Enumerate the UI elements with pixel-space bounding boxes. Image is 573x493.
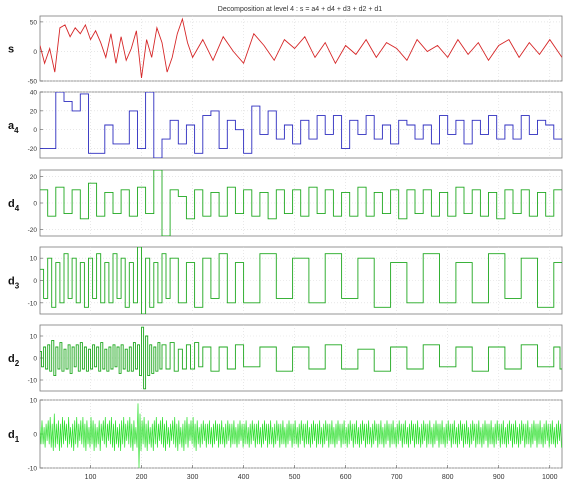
series-line-d4: [40, 170, 562, 236]
panel-a4: -20 0 20 40 a4: [8, 90, 563, 159]
x-tick-label: 500: [289, 474, 301, 481]
x-tick-label: 300: [187, 474, 199, 481]
y-tick-label: 20: [30, 108, 38, 115]
panel-label-a4: a4: [8, 120, 19, 135]
panel-d3: -10 0 10 d3: [8, 246, 563, 315]
panel-label-d4: d4: [8, 198, 20, 213]
panel-label-d2: d2: [8, 353, 20, 368]
panel-s: -50 0 50 s: [8, 15, 563, 86]
series-line-d1: [40, 403, 562, 468]
panel-d1: -10 0 10 d1: [8, 398, 563, 473]
shared-x-axis: 100 200 300 400 500 600 700 800 900 1000: [85, 465, 558, 481]
panel-label-s: s: [8, 44, 14, 56]
x-tick-label: 1000: [542, 474, 558, 481]
x-tick-label: 400: [238, 474, 250, 481]
y-tick-label: 0: [33, 127, 37, 134]
y-tick-label: 10: [30, 398, 38, 405]
x-tick-label: 800: [442, 474, 454, 481]
y-tick-label: -10: [28, 466, 38, 473]
panel-label-d1: d1: [8, 429, 20, 444]
y-tick-label: -50: [28, 79, 38, 86]
x-tick-label: 600: [340, 474, 352, 481]
series-line-a4: [40, 92, 562, 158]
series-line-s: [40, 17, 562, 79]
x-tick-label: 200: [136, 474, 148, 481]
y-tick-label: -10: [28, 378, 38, 385]
y-tick-label: 10: [30, 334, 38, 341]
subplot-panels: -50 0 50 s -20 0 20 40 a4 -20 0 20 d4 -10 0 10 d3 -10 0 10 d…: [8, 15, 563, 473]
y-tick-label: 0: [33, 278, 37, 285]
y-tick-label: 10: [30, 256, 38, 263]
y-tick-label: 20: [30, 174, 38, 181]
y-tick-label: 0: [33, 49, 37, 56]
y-tick-label: -20: [28, 227, 38, 234]
panel-d2: -10 0 10 d2: [8, 324, 563, 392]
x-tick-label: 900: [493, 474, 505, 481]
y-tick-label: -10: [28, 300, 38, 307]
y-tick-label: 50: [30, 19, 38, 26]
series-line-d2: [40, 326, 562, 390]
y-tick-label: 0: [33, 201, 37, 208]
axes-box: [39, 15, 563, 82]
series-line-d3: [40, 247, 562, 314]
panel-d4: -20 0 20 d4: [8, 169, 563, 237]
panel-label-d3: d3: [8, 276, 20, 291]
y-tick-label: 0: [33, 356, 37, 363]
y-tick-label: 0: [33, 432, 37, 439]
y-tick-label: -20: [28, 146, 38, 153]
y-tick-label: 40: [30, 90, 38, 97]
x-tick-label: 100: [85, 474, 97, 481]
figure-title: Decomposition at level 4 : s = a4 + d4 +…: [218, 6, 383, 13]
x-tick-label: 700: [391, 474, 403, 481]
